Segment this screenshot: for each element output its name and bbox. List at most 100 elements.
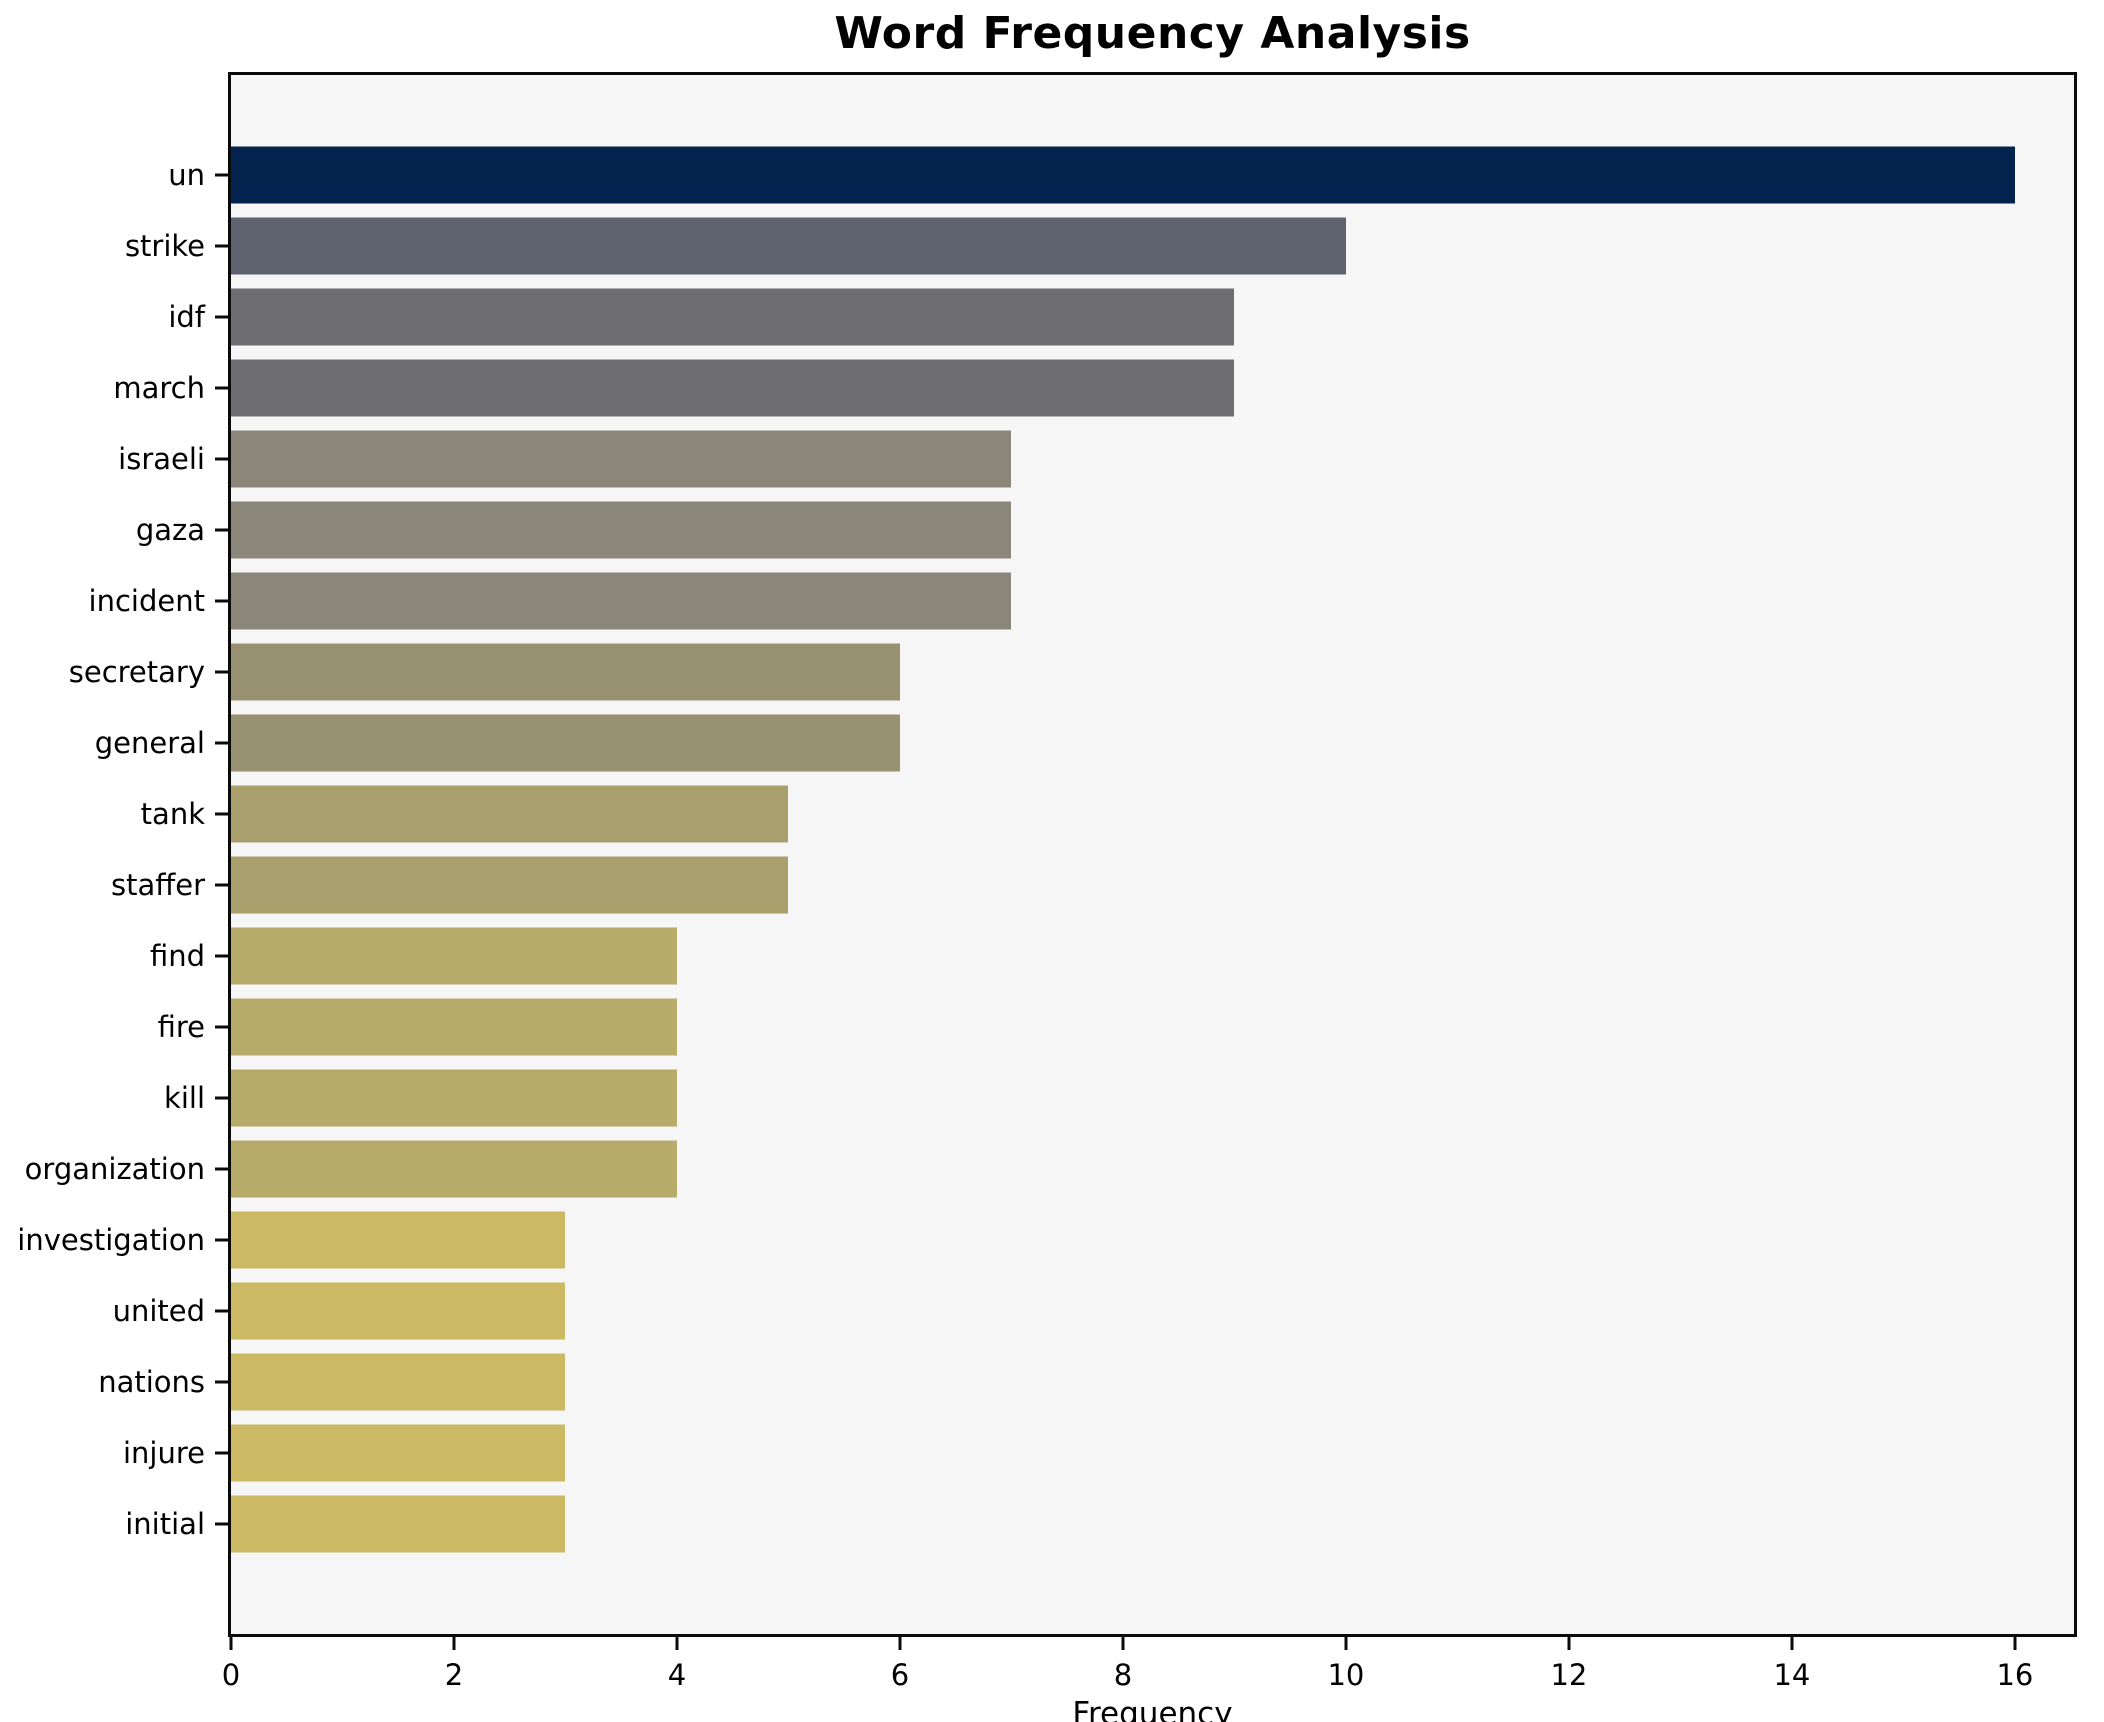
y-tick-label-fire: fire: [157, 1010, 205, 1045]
bar-staffer: [231, 856, 789, 914]
y-tick-mark: [215, 173, 228, 177]
bar-israeli: [231, 430, 1012, 488]
bar-row-nations: nations: [98, 1347, 2074, 1418]
bar-row-gaza: gaza: [136, 494, 2074, 565]
bar-organization: [231, 1140, 677, 1198]
bar-row-israeli: israeli: [118, 423, 2074, 494]
y-tick-mark: [215, 457, 228, 461]
bar-row-un: un: [168, 139, 2074, 210]
bar-row-find: find: [150, 921, 2074, 992]
y-tick-label-un: un: [168, 157, 205, 192]
bar-strike: [231, 217, 1346, 275]
bar-row-united: united: [113, 1276, 2074, 1347]
bar-row-investigation: investigation: [17, 1205, 2074, 1276]
bar-fire: [231, 998, 677, 1056]
x-tick-mark: [229, 1637, 233, 1650]
bar-row-secretary: secretary: [69, 636, 2074, 707]
y-tick-mark: [215, 386, 228, 390]
plot-area: un strike idf march israeli gaza incident secre…: [17, 72, 2077, 1722]
y-tick-label-injure: injure: [122, 1436, 205, 1471]
y-tick-label-secretary: secretary: [68, 654, 205, 689]
bar-nations: [231, 1353, 566, 1411]
y-tick-mark: [215, 599, 228, 603]
y-tick-mark: [215, 528, 228, 532]
bar-row-march: march: [113, 352, 2074, 423]
bar-row-kill: kill: [164, 1063, 2074, 1134]
bar-row-injure: injure: [123, 1418, 2074, 1489]
x-tick-label-4: 4: [667, 1658, 687, 1692]
y-tick-mark: [215, 883, 228, 887]
y-tick-mark: [215, 315, 228, 319]
y-tick-mark: [215, 954, 228, 958]
y-tick-mark: [215, 1451, 228, 1455]
bar-row-idf: idf: [168, 281, 2074, 352]
chart-title: Word Frequency Analysis: [834, 8, 1471, 59]
bar-march: [231, 359, 1235, 417]
y-tick-label-kill: kill: [164, 1081, 205, 1116]
bar-tank: [231, 785, 789, 843]
bar-kill: [231, 1069, 677, 1127]
bar-gaza: [231, 501, 1012, 559]
y-tick-mark: [215, 244, 228, 248]
x-tick-label-2: 2: [444, 1658, 464, 1692]
x-tick-mark: [1790, 1637, 1794, 1650]
y-tick-label-nations: nations: [98, 1365, 205, 1400]
x-tick-label-12: 12: [1550, 1658, 1588, 1692]
bar-find: [231, 927, 677, 985]
y-tick-label-find: find: [149, 939, 205, 974]
bar-initial: [231, 1495, 566, 1553]
y-tick-mark: [215, 1025, 228, 1029]
y-tick-label-staffer: staffer: [111, 867, 205, 902]
bar-row-general: general: [95, 707, 2074, 778]
bar-incident: [231, 572, 1012, 630]
y-tick-label-strike: strike: [124, 228, 205, 263]
y-tick-mark: [215, 670, 228, 674]
y-tick-mark: [215, 1096, 228, 1100]
y-tick-label-gaza: gaza: [135, 512, 205, 547]
y-tick-label-united: united: [112, 1294, 205, 1329]
bar-row-organization: organization: [25, 1134, 2074, 1205]
x-tick-mark: [1567, 1637, 1571, 1650]
x-tick-mark: [452, 1637, 456, 1650]
y-tick-mark: [215, 1380, 228, 1384]
x-tick-mark: [2013, 1637, 2017, 1650]
y-tick-label-israeli: israeli: [118, 441, 205, 476]
x-tick-mark: [1344, 1637, 1348, 1650]
y-tick-mark: [215, 741, 228, 745]
x-tick-label-0: 0: [221, 1658, 241, 1692]
y-tick-label-incident: incident: [88, 583, 205, 618]
bar-row-staffer: staffer: [111, 849, 2074, 920]
y-tick-mark: [215, 812, 228, 816]
y-tick-mark: [215, 1238, 228, 1242]
bar-investigation: [231, 1211, 566, 1269]
bar-un: [231, 146, 2015, 204]
bar-row-initial: initial: [125, 1489, 2074, 1560]
bar-row-tank: tank: [141, 778, 2074, 849]
y-tick-mark: [215, 1522, 228, 1526]
y-tick-label-idf: idf: [168, 299, 205, 334]
bar-united: [231, 1282, 566, 1340]
x-tick-mark: [898, 1637, 902, 1650]
x-tick-mark: [1121, 1637, 1125, 1650]
bar-injure: [231, 1424, 566, 1482]
y-tick-label-tank: tank: [140, 796, 205, 831]
x-tick-label-16: 16: [1996, 1658, 2034, 1692]
bar-row-fire: fire: [158, 992, 2074, 1063]
x-tick-label-14: 14: [1773, 1658, 1811, 1692]
y-tick-label-initial: initial: [125, 1507, 205, 1542]
y-tick-mark: [215, 1309, 228, 1313]
y-tick-label-organization: organization: [24, 1152, 205, 1187]
y-tick-label-investigation: investigation: [17, 1223, 205, 1258]
x-tick-label-6: 6: [890, 1658, 910, 1692]
bar-secretary: [231, 643, 900, 701]
bar-row-incident: incident: [89, 565, 2074, 636]
x-tick-label-8: 8: [1113, 1658, 1133, 1692]
x-axis-label: Frequency: [1072, 1696, 1233, 1722]
bars-container: un strike idf march israeli gaza incident secre…: [17, 75, 2074, 1634]
x-tick-mark: [675, 1637, 679, 1650]
y-tick-label-general: general: [94, 725, 205, 760]
bar-general: [231, 714, 900, 772]
y-tick-mark: [215, 1167, 228, 1171]
x-tick-label-10: 10: [1327, 1658, 1365, 1692]
